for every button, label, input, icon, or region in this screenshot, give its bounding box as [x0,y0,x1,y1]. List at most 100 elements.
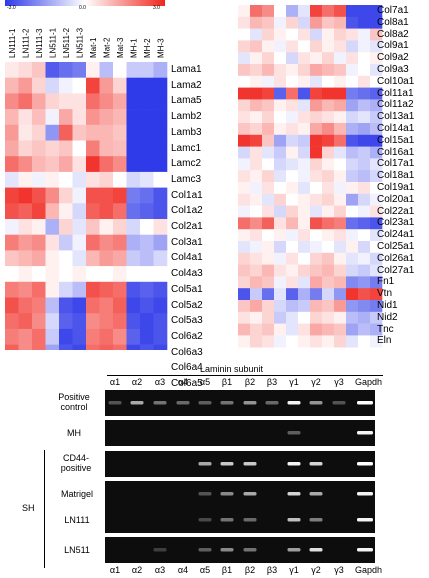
gel-background [105,507,375,533]
gel-band [332,401,346,405]
heatmap-right-cell [358,16,371,29]
heatmap-right-cell [370,276,383,289]
heatmap-left-cell [99,297,114,314]
heatmap-right-cell [346,311,359,324]
heatmap-left-cell [32,297,46,314]
heatmap-right-cell [238,123,251,136]
heatmap-right-cell [358,288,371,301]
heatmap-right-cell [370,158,383,171]
gene-label: Col17a1 [377,158,415,170]
gel-band [287,462,301,466]
heatmap-right-cell [298,170,311,183]
heatmap-right-cell [250,28,263,41]
heatmap-left-cell [126,156,141,173]
heatmap-right-cell [238,252,251,265]
gene-label: Col1a2 [171,205,203,217]
heatmap-right-cell [238,170,251,183]
heatmap-right-cell [334,300,347,313]
heatmap-left-cell [72,62,87,78]
gene-label: Col18a1 [377,170,415,182]
sh-group-label: SH [22,503,35,513]
heatmap-right-cell [286,52,299,65]
heatmap-left-cell [140,124,154,141]
gel-band [357,431,373,435]
heatmap-left-cell [45,93,60,110]
heatmap-right-cell [346,252,359,265]
heatmap-right-cell [286,311,299,324]
heatmap-right-cell [274,241,287,254]
heatmap-left-cell [5,62,19,78]
heatmap-left-cell [99,281,114,298]
gel-band [357,492,373,496]
gene-label: Col8a2 [377,28,409,40]
heatmap-right-cell [286,335,299,348]
heatmap-right-cell [334,52,347,65]
heatmap-left-cell [59,187,73,204]
sample-label: LN111-3 [35,28,44,58]
heatmap-right-cell [334,217,347,230]
heatmap-right-cell [322,28,335,41]
gene-label: Col22a1 [377,205,415,217]
heatmap-left-cell [45,219,60,235]
heatmap-right-cell [298,205,311,218]
heatmap-right-cell [238,134,251,147]
heatmap-left-cell [153,250,168,267]
heatmap-right-cell [310,335,323,348]
heatmap-right-cell [358,75,371,88]
heatmap-left-cell [86,313,100,330]
gel-panel [105,507,375,533]
heatmap-left-cell [32,313,46,330]
heatmap-left-cell [140,250,154,267]
gene-label: Col9a3 [377,64,409,75]
gel-row-label: Positive control [58,392,90,412]
heatmap-left-cell [18,344,33,350]
gene-label: Nid1 [377,300,398,311]
heatmap-right-cell [238,111,251,124]
gene-label: Fn1 [377,276,395,288]
gel-row-label: LN111 [64,515,90,525]
heatmap-right-cell [250,52,263,65]
lane-label: γ3 [334,377,344,387]
lane-label: α4 [177,377,189,387]
heatmap-right-cell [286,264,299,277]
gene-label: Col8a1 [377,16,409,28]
heatmap-right-cell [286,28,299,41]
heatmap-right-cell [358,335,371,348]
gene-label: Col9a1 [377,40,409,52]
heatmap-left-cell [99,328,114,345]
gene-label: Col3a1 [171,236,203,248]
heatmap-left-cell [153,187,168,204]
colorbar-max-label: 3.0 [153,5,160,11]
heatmap-left-cell [32,281,46,298]
heatmap-left-cell [86,187,100,204]
heatmap-right-cell [358,182,371,195]
heatmap-right-cell [262,52,275,65]
heatmap-left-cell [113,156,127,173]
heatmap-right-cell [274,252,287,265]
heatmap-right-cell [334,276,347,289]
heatmap-left-cell [153,140,168,157]
gel-band [243,492,257,496]
heatmap-right-cell [298,87,311,100]
lane-label: α4 [177,565,189,575]
heatmap-right-cell [298,264,311,277]
heatmap-right-cell [310,205,323,218]
gene-label: Lamc1 [171,142,202,154]
heatmap-right-cell [274,288,287,301]
heatmap-left-cell [5,328,19,345]
heatmap-right-cell [250,134,263,147]
heatmap-left-cell [32,266,46,283]
heatmap-left-cell [72,77,87,94]
heatmap-right-cell [322,264,335,277]
gene-label: Col24a1 [377,229,415,241]
heatmap-right-cell [310,52,323,65]
heatmap-left-cell [113,203,127,220]
heatmap-right-cell [334,205,347,218]
heatmap-left-cell [72,187,87,204]
heatmap-left-cell [113,234,127,251]
heatmap-right-cell [370,229,383,242]
heatmap-right-cell [334,158,347,171]
sample-label: Mat-1 [89,37,98,58]
lane-label: β1 [221,377,233,387]
gel-band [309,462,323,466]
